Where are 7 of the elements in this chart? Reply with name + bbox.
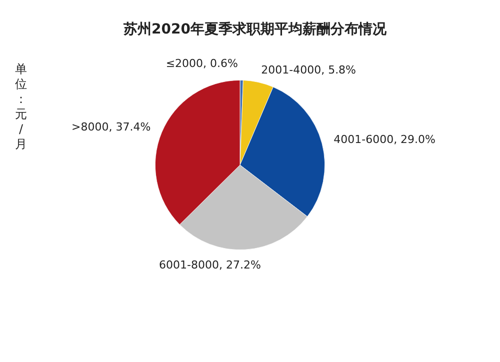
slice-label: >8000, 37.4% <box>72 120 151 134</box>
slice-label: 2001-4000, 5.8% <box>261 63 356 76</box>
slice-label: 4001-6000, 29.0% <box>334 133 436 146</box>
chart-title: 苏州2020年夏季求职期平均薪酬分布情况 <box>122 20 388 38</box>
slice-label: ≤2000, 0.6% <box>166 57 238 70</box>
text: 单位：元/月 <box>14 62 28 152</box>
slice-label: 6001-8000, 27.2% <box>159 258 261 272</box>
